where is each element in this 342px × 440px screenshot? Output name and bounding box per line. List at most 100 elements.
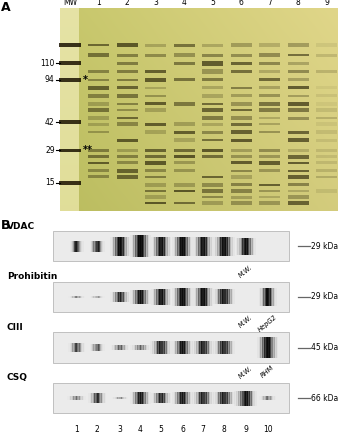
Bar [92,241,94,252]
Bar [247,391,250,406]
Bar [100,241,101,252]
Bar [173,237,176,256]
Bar [219,237,221,256]
Bar [73,241,75,252]
Bar [175,392,177,404]
Bar [145,290,148,304]
Bar [125,397,127,400]
Bar [152,341,155,354]
Text: RHM: RHM [260,365,276,379]
Bar [174,102,195,106]
Text: 9: 9 [243,425,248,434]
Bar [267,337,270,358]
Bar [92,344,94,351]
Bar [206,288,208,306]
Bar [115,237,117,256]
Bar [250,238,253,255]
Bar [231,149,252,152]
Bar [150,341,153,354]
Bar [130,235,132,257]
Bar [231,169,252,172]
Bar [211,392,214,404]
Bar [153,289,155,305]
Bar [117,103,137,105]
Bar [199,392,202,404]
Bar [276,337,278,358]
Bar [159,393,161,403]
Bar [211,288,213,306]
Text: 6: 6 [239,0,244,7]
Text: M.W.: M.W. [238,264,254,279]
Bar [259,337,261,358]
Bar [164,237,167,256]
Bar [239,238,241,255]
Bar [142,345,144,350]
Bar [187,288,190,305]
Bar [249,238,251,255]
Bar [145,195,166,199]
Bar [145,183,166,187]
Bar [199,341,202,354]
Bar [156,393,158,403]
Bar [91,296,93,298]
Bar [288,78,308,81]
Text: **: ** [82,146,93,155]
Bar [158,289,160,305]
Text: 9: 9 [324,0,329,7]
Bar [253,391,255,406]
Bar [316,102,337,106]
Bar [208,341,210,354]
Bar [79,241,80,252]
Bar [189,341,192,355]
Bar [101,241,102,252]
Text: 2: 2 [125,0,130,7]
Bar [121,397,123,400]
Bar [210,392,212,404]
Bar [95,344,96,351]
Bar [90,241,92,252]
Bar [227,237,229,256]
Bar [162,237,165,256]
Bar [231,109,252,111]
Bar [145,202,166,205]
Bar [259,169,280,172]
Bar [102,241,103,252]
Bar [117,94,137,98]
Bar [209,288,212,306]
Bar [144,235,146,257]
Bar [240,238,243,255]
Bar [262,288,264,306]
Bar [213,392,215,404]
Bar [81,396,83,400]
Bar [198,341,200,354]
Bar [162,341,165,354]
Bar [245,391,248,406]
Bar [127,292,129,302]
Bar [88,86,109,90]
Bar [117,86,137,89]
Bar [208,392,210,404]
Bar [202,78,223,81]
Bar [181,341,183,355]
Bar [174,183,195,187]
Bar [208,288,210,306]
Bar [201,237,203,256]
Bar [215,392,217,404]
Bar [117,169,137,173]
Bar [79,344,81,352]
Bar [145,345,147,350]
Bar [88,161,109,164]
Bar [189,392,192,404]
Bar [184,341,186,355]
Bar [145,54,166,57]
Bar [231,201,252,205]
Bar [225,290,228,304]
Bar [177,288,179,305]
Bar [164,289,167,305]
Bar [259,184,280,186]
Bar [213,341,215,354]
Bar [101,393,103,403]
Text: 94: 94 [45,75,55,84]
Text: 8: 8 [222,425,226,434]
Text: 3: 3 [118,425,123,434]
